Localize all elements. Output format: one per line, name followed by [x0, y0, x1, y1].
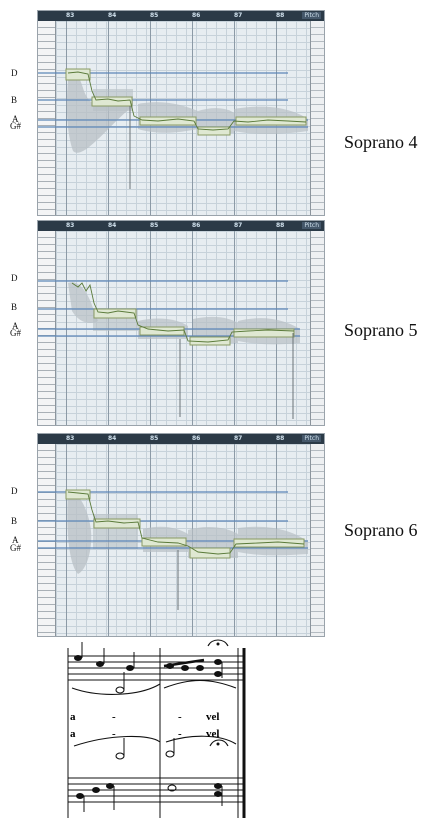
amplitude-blob: [67, 493, 92, 574]
ruler-number: 85: [150, 222, 159, 229]
lyric-syllable: -: [112, 711, 116, 723]
note-label-b: B: [11, 516, 18, 526]
note-label-gsharp: G#: [10, 543, 21, 553]
note-label-d: D: [11, 273, 18, 283]
timeline-ruler: 83 84 85 86 87 88 Pitch: [38, 11, 324, 21]
note-segment: [233, 328, 295, 338]
note-segment: [197, 126, 231, 136]
ruler-number: 87: [234, 435, 243, 442]
view-badge[interactable]: Pitch: [302, 435, 321, 442]
timeline-ruler: 83 84 85 86 87 88 Pitch: [38, 221, 324, 231]
pitch-curve: [67, 71, 307, 131]
timeline-ruler: 83 84 85 86 87 88 Pitch: [38, 434, 324, 444]
amplitude-blob: [68, 282, 98, 323]
lyric-syllable: vel: [206, 711, 220, 723]
vertical-scrollbar[interactable]: [310, 444, 324, 636]
pitch-panel-3: 83 84 85 86 87 88 Pitch: [37, 433, 325, 637]
view-badge[interactable]: Pitch: [302, 222, 321, 229]
ruler-number: 88: [276, 12, 285, 19]
lyric-syllable: a: [70, 728, 76, 740]
pitch-panel-2: 83 84 85 86 87 88 Pitch: [37, 220, 325, 426]
lyric-syllable: a: [70, 711, 76, 723]
singer-label: Soprano 6: [344, 520, 418, 540]
ruler-number: 84: [108, 12, 117, 19]
note-label-a: A: [12, 535, 19, 545]
ruler-number: 84: [108, 435, 117, 442]
view-badge[interactable]: Pitch: [302, 12, 321, 19]
piano-keyboard[interactable]: [38, 231, 56, 425]
ruler-number: 84: [108, 222, 117, 229]
note-segment: [93, 308, 137, 319]
ruler-number: 85: [150, 12, 159, 19]
lyric-syllable: -: [112, 728, 116, 740]
note-segment: [91, 96, 133, 107]
ruler-number: 83: [66, 12, 75, 19]
pitch-overlay: [38, 68, 308, 189]
note-label-gsharp: G#: [10, 121, 21, 131]
ruler-number: 88: [276, 222, 285, 229]
ruler-number: 86: [192, 435, 201, 442]
note-segment: [93, 518, 141, 529]
note-label-a: A: [12, 321, 19, 331]
pitch-curve: [67, 491, 305, 555]
ruler-number: 88: [276, 435, 285, 442]
pitch-panel-1: 83 84 85 86 87 88 Pitch: [37, 10, 325, 216]
score-excerpt: a - - vel a - - vel: [60, 638, 250, 824]
note-label-gsharp: G#: [10, 328, 21, 338]
pitch-curve: [71, 282, 295, 343]
pitch-overlay: [38, 489, 308, 610]
piano-keyboard[interactable]: [38, 21, 56, 215]
note-segment: [233, 538, 305, 548]
ruler-number: 86: [192, 12, 201, 19]
singer-label: Soprano 4: [344, 132, 418, 152]
lyric-syllable: vel: [206, 728, 220, 740]
amplitude-blob: [66, 72, 133, 153]
ruler-number: 85: [150, 435, 159, 442]
lyric-syllable: -: [178, 728, 182, 740]
ruler-number: 87: [234, 12, 243, 19]
note-label-d: D: [11, 68, 18, 78]
note-segment: [65, 68, 91, 81]
music-staff: [67, 639, 246, 818]
note-segment: [139, 116, 197, 126]
ruler-number: 87: [234, 222, 243, 229]
note-label-b: B: [11, 302, 18, 312]
ruler-number: 86: [192, 222, 201, 229]
vertical-scrollbar[interactable]: [310, 21, 324, 215]
note-label-d: D: [11, 486, 18, 496]
ruler-number: 83: [66, 222, 75, 229]
ruler-number: 83: [66, 435, 75, 442]
note-segment: [65, 489, 91, 500]
note-label-b: B: [11, 95, 18, 105]
pitch-overlay: [38, 280, 300, 419]
lyric-syllable: -: [178, 711, 182, 723]
singer-label: Soprano 5: [344, 320, 418, 340]
note-label-a: A: [12, 114, 19, 124]
vertical-scrollbar[interactable]: [310, 231, 324, 425]
